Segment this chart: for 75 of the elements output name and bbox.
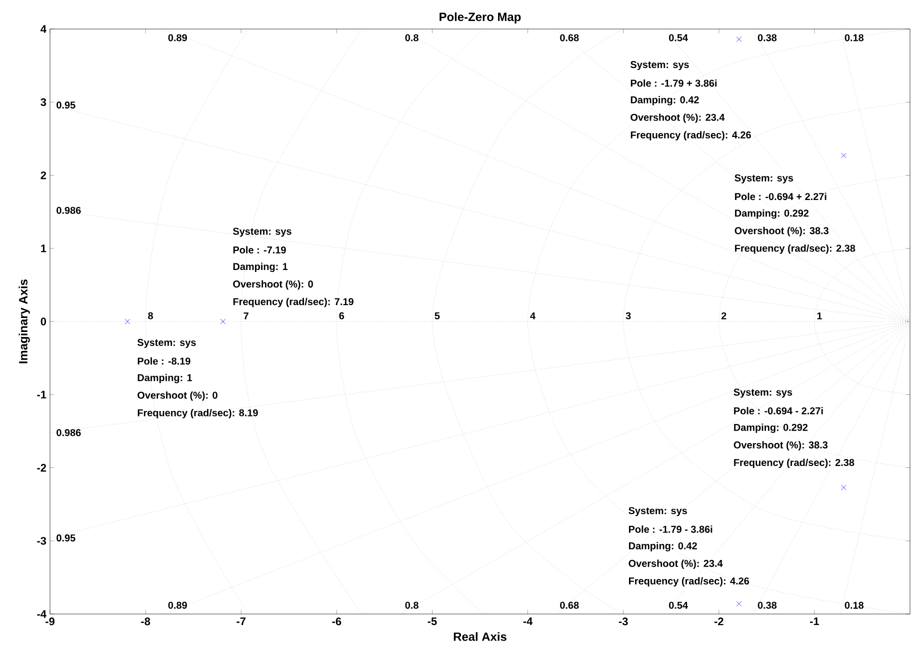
y-tick-label: -3 <box>37 537 46 545</box>
annotation: 0.95 <box>56 534 76 542</box>
y-axis-title: Imaginary Axis <box>18 279 30 364</box>
x-tick-label: -3 <box>618 618 628 626</box>
x-axis-title: Real Axis <box>454 632 506 641</box>
x-tick-label: -1 <box>810 618 820 626</box>
annotation: 7 <box>244 312 248 320</box>
annotation: System: sys <box>232 228 292 237</box>
y-tick-label: 2 <box>40 171 46 180</box>
annotation: Pole : -0.694 - 2.27i <box>734 407 823 414</box>
annotation: Overshoot (%): 0 <box>233 280 313 290</box>
annotation: Frequency (rad/sec): 2.38 <box>735 244 856 254</box>
annotation: 0.89 <box>168 34 187 42</box>
x-tick-label: -5 <box>428 618 437 626</box>
annotation: Frequency (rad/sec): 4.26 <box>630 131 751 140</box>
annotation: Pole : -1.79 + 3.86i <box>630 79 717 87</box>
y-tick-label: 4 <box>40 25 46 33</box>
x-tick-label: -7 <box>236 618 246 626</box>
y-tick-label: -4 <box>37 610 46 618</box>
annotation: 0.38 <box>758 602 777 609</box>
annotation: 0.986 <box>56 206 81 214</box>
annotation: Frequency (rad/sec): 2.38 <box>734 458 854 468</box>
annotation: 0.38 <box>758 34 777 42</box>
annotation: 6 <box>339 312 344 320</box>
x-tick-label: -8 <box>141 618 150 626</box>
annotation: System: sys <box>734 174 794 184</box>
annotation: System: sys <box>137 338 196 348</box>
x-tick-label: -9 <box>46 618 54 626</box>
annotation: 0.68 <box>560 34 579 42</box>
annotation: Damping: 0.292 <box>735 209 809 219</box>
annotation: Damping: 0.42 <box>630 96 699 106</box>
annotation: Pole : -0.694 + 2.27i <box>735 192 826 200</box>
annotation: 0.95 <box>56 102 76 109</box>
annotation: 0.68 <box>560 602 579 609</box>
annotation: 3 <box>626 312 631 320</box>
annotation: 0.54 <box>669 34 688 42</box>
annotation: Overshoot (%): 38.3 <box>734 226 829 236</box>
annotation: Frequency (rad/sec): 4.26 <box>628 577 750 586</box>
y-tick-label: 3 <box>40 98 46 106</box>
annotation: Pole : -7.19 <box>233 246 286 254</box>
y-tick-label: -1 <box>37 390 46 398</box>
chart-title: Pole-Zero Map <box>440 12 521 24</box>
annotation: Overshoot (%): 23.4 <box>630 114 725 123</box>
annotation: 0.18 <box>844 34 864 42</box>
annotation: Overshoot (%): 38.3 <box>734 441 828 450</box>
annotation: 4 <box>530 312 536 320</box>
annotation: System: sys <box>734 388 792 398</box>
annotation: System: sys <box>628 507 687 516</box>
annotation: 0.54 <box>669 602 688 609</box>
annotation: Damping: 1 <box>138 374 192 384</box>
annotation: 0.986 <box>56 429 81 436</box>
annotation: Damping: 0.292 <box>734 424 808 433</box>
annotation: Damping: 0.42 <box>628 542 697 552</box>
annotation: Damping: 1 <box>233 262 288 272</box>
annotation: 0.8 <box>405 602 418 609</box>
y-tick-label: -2 <box>37 464 46 472</box>
x-tick-label: -2 <box>714 618 724 626</box>
annotation: 0.89 <box>168 602 187 609</box>
annotation: 0.8 <box>405 34 418 42</box>
annotation: 8 <box>148 312 153 320</box>
x-tick-label: -4 <box>523 618 533 626</box>
annotation: System: sys <box>630 61 689 70</box>
annotation: 0.18 <box>844 602 864 609</box>
annotation: Overshoot (%): 0 <box>138 391 218 401</box>
annotation: Overshoot (%): 23.4 <box>628 560 723 569</box>
y-tick-label: 0 <box>40 318 46 326</box>
y-tick-label: 1 <box>41 244 46 252</box>
annotation: Frequency (rad/sec): 7.19 <box>233 298 354 308</box>
annotation: 5 <box>434 312 440 320</box>
annotation: Frequency (rad/sec): 8.19 <box>138 408 258 418</box>
annotation: 1 <box>817 312 822 320</box>
annotation: Pole : -8.19 <box>138 357 190 365</box>
annotation: Pole : -1.79 - 3.86i <box>628 526 712 533</box>
annotation: 2 <box>721 312 726 320</box>
x-tick-label: -6 <box>332 618 342 626</box>
